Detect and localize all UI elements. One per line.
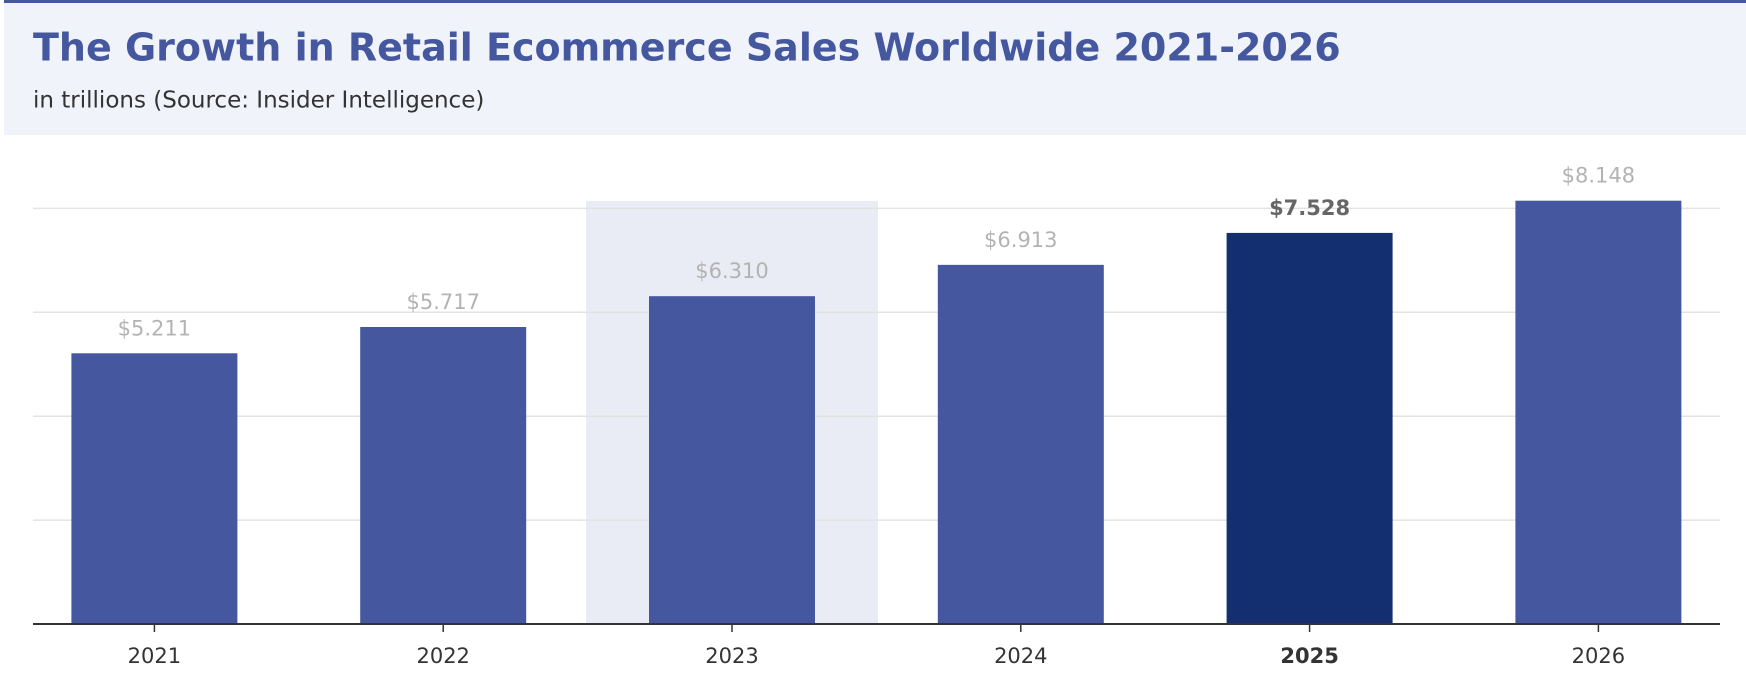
x-tick-label: 2021	[128, 644, 181, 668]
value-label: $6.913	[984, 228, 1057, 252]
bar	[1515, 200, 1682, 624]
bar	[937, 264, 1104, 624]
value-label: $5.211	[118, 316, 191, 340]
value-label: $8.148	[1562, 164, 1635, 188]
value-label: $5.717	[406, 290, 479, 314]
bar	[1226, 232, 1393, 624]
chart-subtitle: in trillions (Source: Insider Intelligen…	[33, 88, 484, 114]
x-tick-label: 2025	[1280, 644, 1338, 668]
header-border	[4, 0, 1746, 3]
chart-title: The Growth in Retail Ecommerce Sales Wor…	[33, 26, 1341, 70]
value-label: $6.310	[695, 259, 768, 283]
header-background	[4, 0, 1746, 135]
bar	[360, 326, 527, 624]
x-tick-label: 2024	[994, 644, 1047, 668]
x-tick-label: 2026	[1572, 644, 1625, 668]
x-tick-label: 2022	[416, 644, 469, 668]
x-tick-label: 2023	[705, 644, 758, 668]
value-label: $7.528	[1269, 196, 1350, 220]
bar	[71, 353, 238, 624]
bar	[649, 296, 815, 624]
